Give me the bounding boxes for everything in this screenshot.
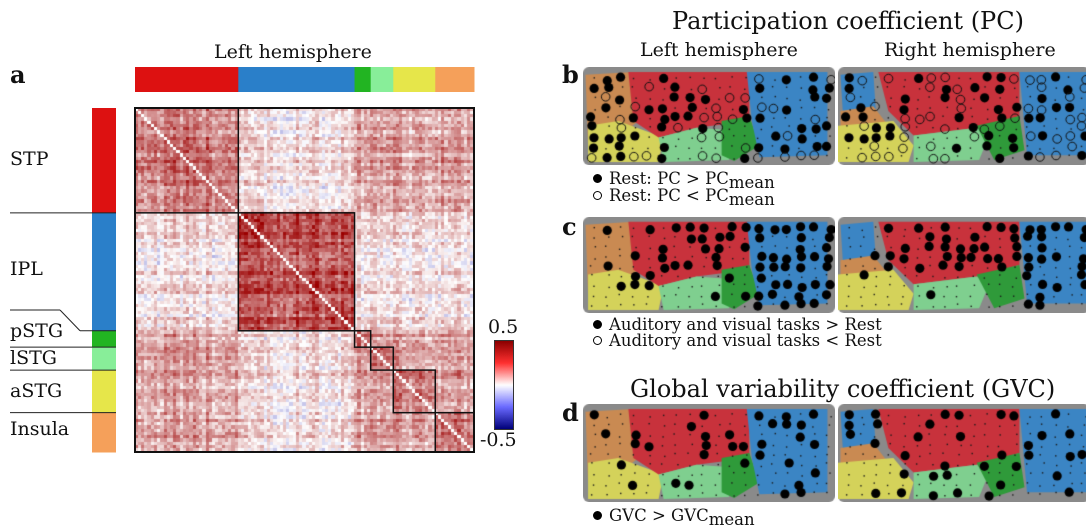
correlation-matrix xyxy=(135,108,474,452)
region-label-pstg: pSTG xyxy=(10,320,64,342)
legend-c-1: Auditory and visual tasks > Rest xyxy=(593,315,882,334)
top-region-bar-pstg xyxy=(354,67,372,92)
legend-b-2-text: Rest: PC < PC xyxy=(609,186,729,205)
left-region-bar-astg xyxy=(92,370,116,414)
filled-dot-icon xyxy=(593,320,602,329)
divider-ipl-pstg-b xyxy=(59,309,81,332)
colorbar-min-label: -0.5 xyxy=(480,429,517,451)
top-region-bar-ipl xyxy=(238,67,356,92)
gvc-title: Global variability coefficient (GVC) xyxy=(630,375,1056,403)
right-hemisphere-label: Right hemisphere xyxy=(884,39,1056,61)
open-dot-icon xyxy=(593,191,602,200)
matrix-block-pstg xyxy=(353,330,372,348)
matrix-block-insula xyxy=(434,411,475,453)
matrix-block-stp xyxy=(134,107,240,214)
brain-d-left xyxy=(583,404,835,502)
left-region-bar-stp xyxy=(92,108,116,214)
region-label-ipl: IPL xyxy=(10,258,43,280)
top-region-bar-astg xyxy=(393,67,436,92)
legend-d-1: GVC > GVCmean xyxy=(593,506,755,529)
matrix-block-lstg xyxy=(369,346,395,371)
matrix-outer-frame xyxy=(134,107,475,453)
left-region-bar-lstg xyxy=(92,347,116,371)
brain-d-right xyxy=(838,404,1086,502)
open-dot-icon xyxy=(593,336,602,345)
panel-c-letter: c xyxy=(562,212,577,241)
left-region-bar-insula xyxy=(92,412,116,453)
region-label-lstg: lSTG xyxy=(10,347,57,369)
panel-a-top-label: Left hemisphere xyxy=(214,41,372,63)
legend-b-2: Rest: PC < PCmean xyxy=(593,186,775,209)
legend-c-2-text: Auditory and visual tasks < Rest xyxy=(609,331,882,350)
panel-d-letter: d xyxy=(562,398,579,427)
filled-dot-icon xyxy=(593,174,602,183)
region-label-astg: aSTG xyxy=(10,380,63,402)
legend-b-1: Rest: PC > PCmean xyxy=(593,169,775,192)
brain-b-right xyxy=(838,67,1086,165)
legend-c-1-text: Auditory and visual tasks > Rest xyxy=(609,315,882,334)
brain-b-left xyxy=(583,67,835,165)
panel-b-letter: b xyxy=(562,60,579,89)
colorbar xyxy=(494,340,514,430)
legend-b-1-text: Rest: PC > PC xyxy=(609,169,729,188)
brain-c-right xyxy=(838,217,1086,313)
colorbar-max-label: 0.5 xyxy=(488,316,519,338)
legend-b-2-sub: mean xyxy=(728,190,775,209)
left-region-bar-ipl xyxy=(92,212,116,332)
filled-dot-icon xyxy=(593,511,602,520)
matrix-block-astg xyxy=(392,369,437,414)
left-hemisphere-label: Left hemisphere xyxy=(640,39,798,61)
legend-d-1-sub: mean xyxy=(708,510,755,529)
brain-c-left xyxy=(583,217,835,313)
region-color-bars xyxy=(10,67,475,453)
legend-b-1-sub: mean xyxy=(728,173,775,192)
panel-a-letter: a xyxy=(10,60,26,89)
region-label-insula: Insula xyxy=(10,418,70,440)
legend-d-1-text: GVC > GVC xyxy=(609,506,709,525)
correlation-matrix-frame xyxy=(134,107,475,453)
region-label-stp: STP xyxy=(10,148,49,170)
pc-title: Participation coefficient (PC) xyxy=(672,7,1024,35)
legend-c-2: Auditory and visual tasks < Rest xyxy=(593,331,882,350)
left-region-bar-pstg xyxy=(92,330,116,348)
matrix-block-ipl xyxy=(237,212,356,332)
top-region-bar-insula xyxy=(435,67,475,92)
top-region-bar-stp xyxy=(135,67,239,92)
top-region-bar-lstg xyxy=(370,67,394,92)
